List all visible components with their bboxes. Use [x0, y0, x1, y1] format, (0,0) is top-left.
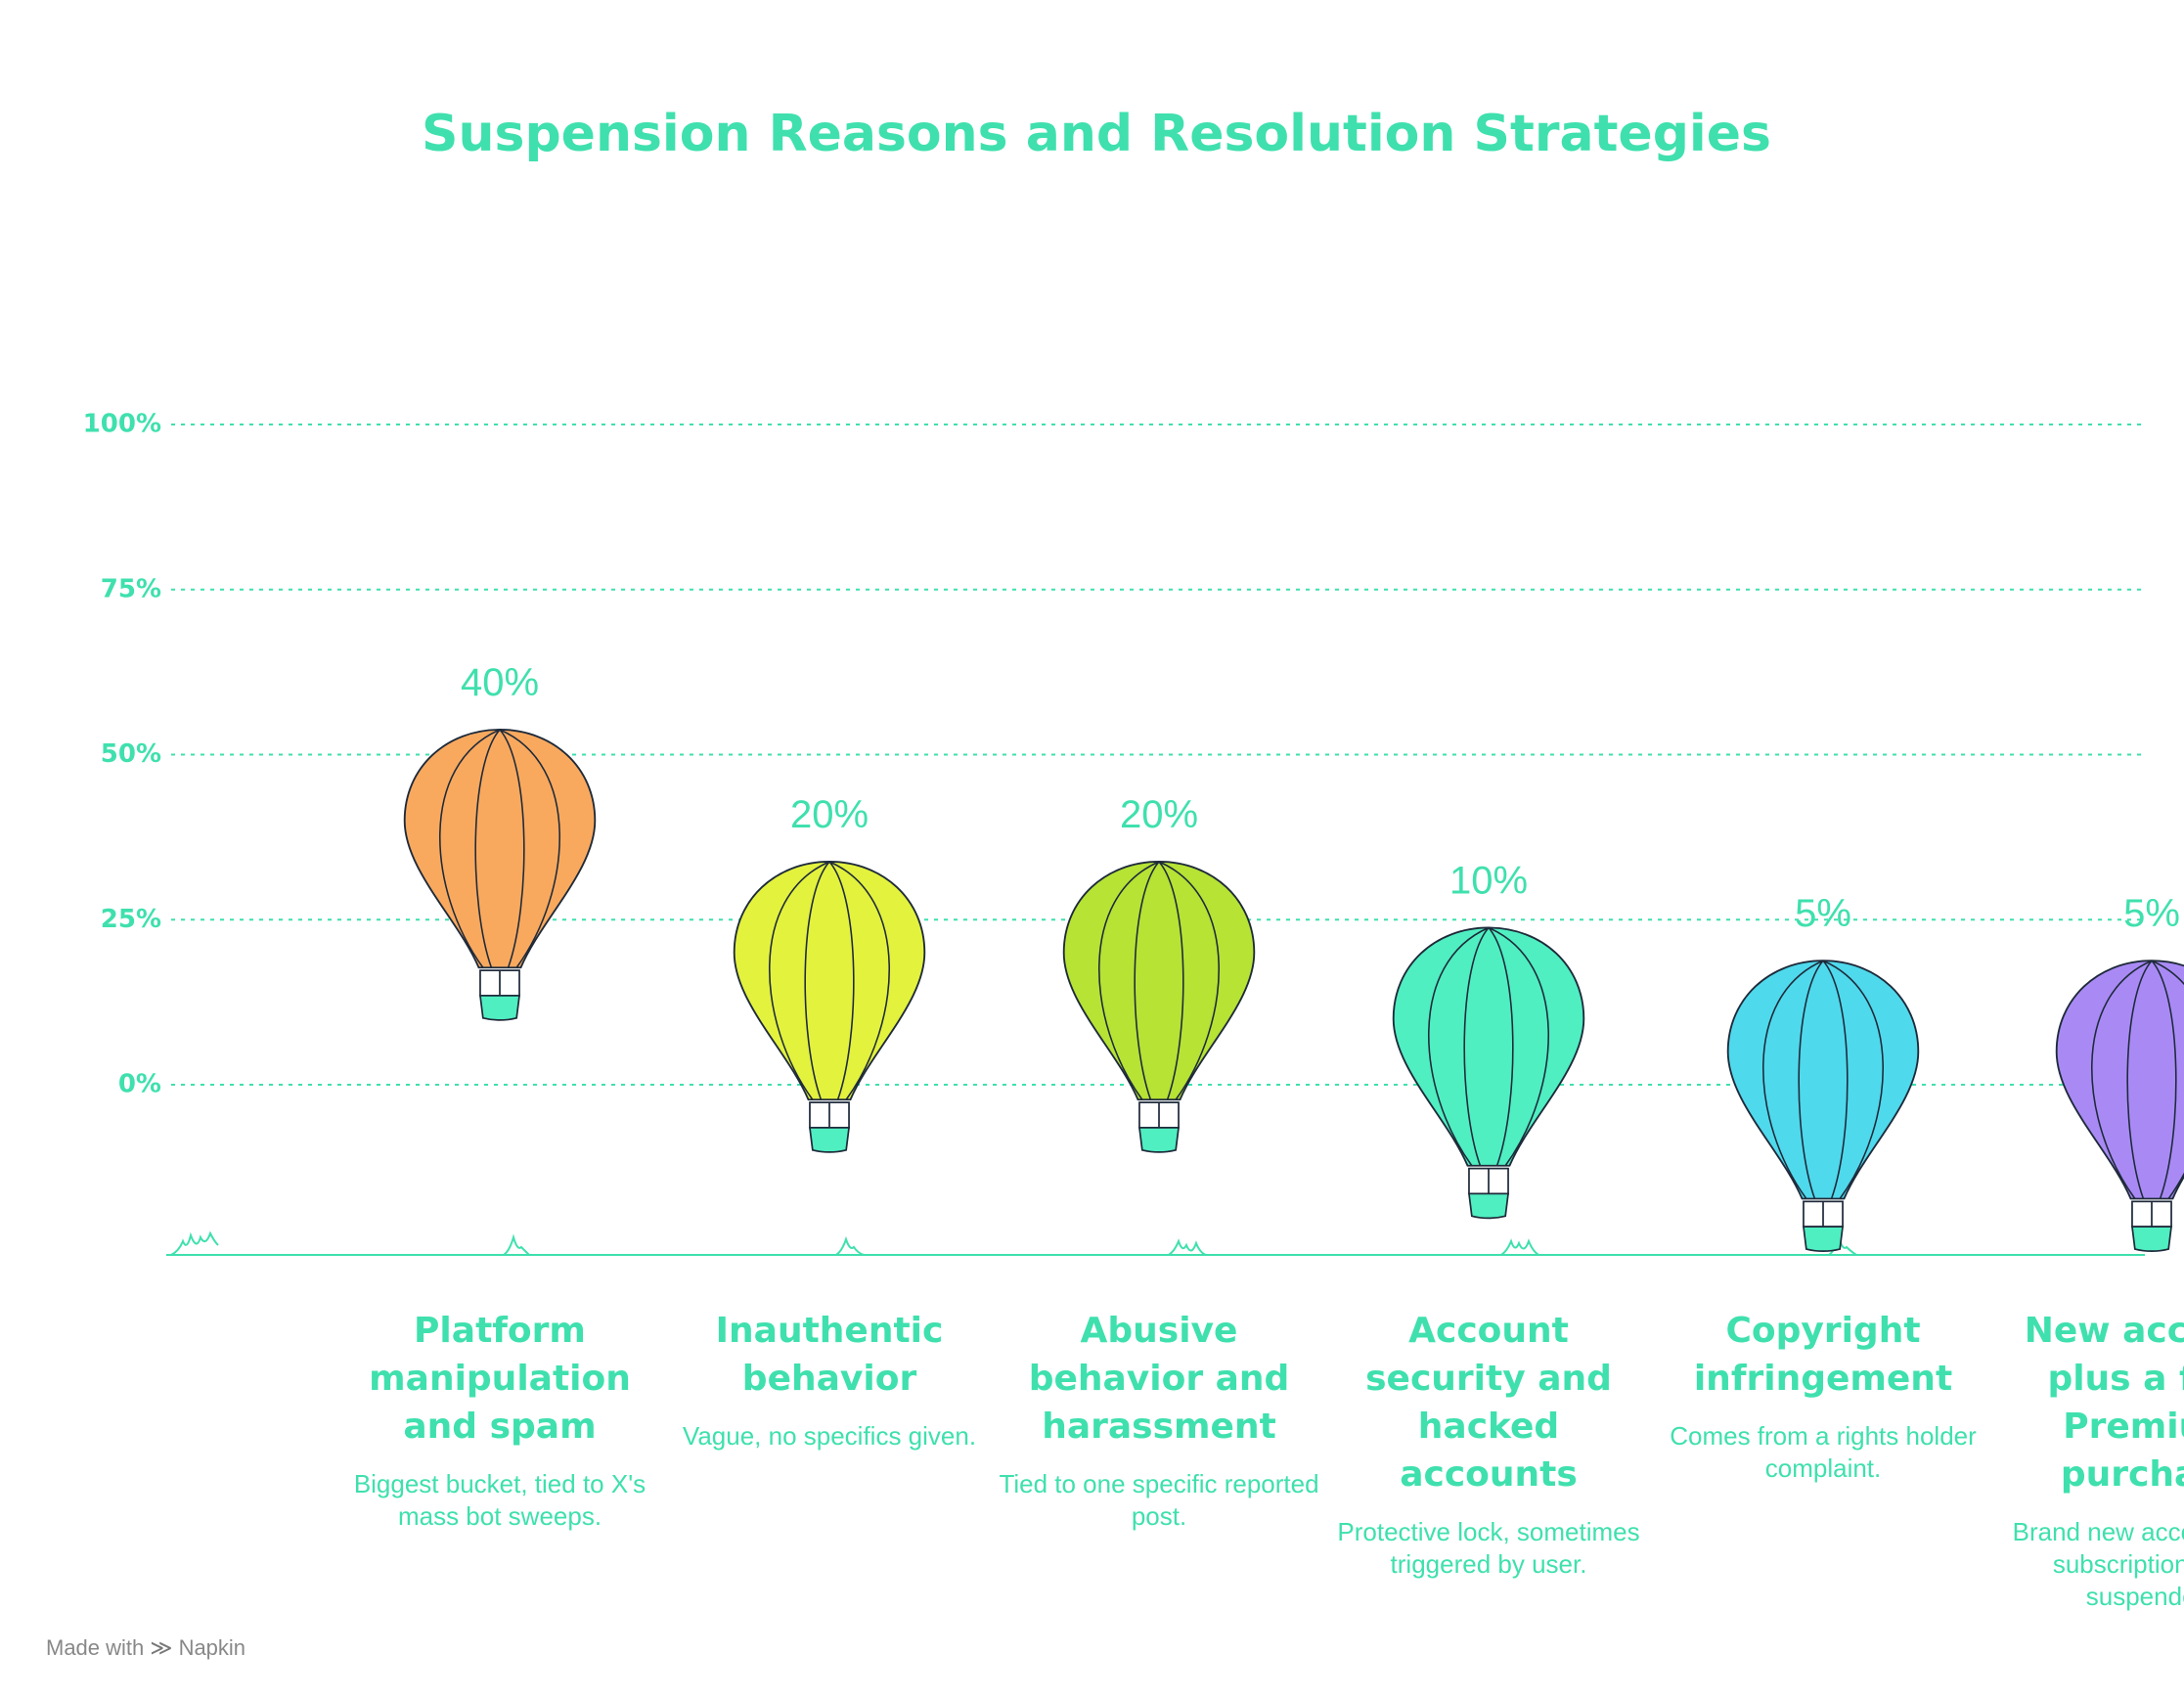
brand: Napkin	[178, 1635, 246, 1660]
footer: Made with ≫ Napkin	[46, 1635, 245, 1661]
balloon-ribs	[1098, 861, 1220, 1100]
category-block: Abusive behavior and harassment Tied to o…	[998, 1307, 1320, 1533]
category-block: New account plus a fast Premium purchase…	[1990, 1307, 2184, 1613]
balloon-envelope	[1062, 861, 1256, 1101]
value-label: 20%	[790, 793, 869, 836]
category-label: Copyright infringement	[1693, 1311, 1953, 1399]
ground	[166, 1230, 2145, 1256]
balloon-envelope	[1392, 926, 1585, 1167]
y-tick-label: 50%	[101, 739, 161, 769]
y-tick-label: 100%	[83, 410, 161, 439]
basket-bottom	[2130, 1226, 2173, 1253]
y-tick-label: 0%	[118, 1070, 161, 1099]
value-label: 10%	[1449, 859, 1528, 902]
category-description: Brand new account buys subscription, get…	[2012, 1517, 2184, 1611]
balloon	[2055, 960, 2184, 1253]
y-tick-label: 25%	[101, 905, 161, 934]
category-block: Inauthentic behavior Vague, no specifics …	[668, 1307, 991, 1452]
balloon-ribs	[2091, 960, 2184, 1199]
category-label: New account plus a fast Premium purchase	[2024, 1311, 2184, 1495]
basket-bottom	[1802, 1226, 1845, 1253]
balloon	[1062, 861, 1256, 1153]
category-label: Platform manipulation and spam	[369, 1311, 631, 1447]
category-description: Comes from a rights holder complaint.	[1670, 1421, 1977, 1483]
category-description: Biggest bucket, tied to X's mass bot swe…	[353, 1469, 646, 1531]
brand-icon: ≫	[150, 1635, 173, 1660]
basket-bottom	[1467, 1192, 1510, 1220]
category-block: Copyright infringement Comes from a right…	[1662, 1307, 1984, 1485]
balloon-envelope	[403, 729, 597, 969]
category-block: Platform manipulation and spam Biggest bu…	[338, 1307, 661, 1533]
basket-bottom	[478, 995, 521, 1021]
basket-bottom	[808, 1127, 851, 1153]
value-label: 20%	[1120, 793, 1198, 836]
category-label: Abusive behavior and harassment	[1028, 1311, 1290, 1447]
category-label: Account security and hacked accounts	[1365, 1311, 1612, 1495]
balloon-ribs	[1428, 926, 1549, 1167]
balloon-ribs	[1762, 960, 1884, 1199]
category-description: Vague, no specifics given.	[682, 1421, 977, 1451]
balloon-envelope	[1726, 960, 1920, 1200]
balloon-envelope	[2055, 960, 2184, 1200]
balloon	[733, 861, 926, 1153]
value-label: 40%	[461, 661, 539, 704]
balloon	[1726, 960, 1920, 1253]
balloon-ribs	[769, 861, 890, 1100]
chart-title: Suspension Reasons and Resolution Strate…	[422, 105, 1771, 163]
footer-text: Made with	[46, 1635, 145, 1660]
value-label: 5%	[2123, 892, 2180, 935]
balloon-envelope	[733, 861, 926, 1101]
y-tick-label: 75%	[101, 574, 161, 603]
category-description: Protective lock, sometimes triggered by …	[1337, 1517, 1640, 1579]
balloon-ribs	[439, 729, 560, 968]
basket-bottom	[1137, 1127, 1181, 1153]
value-label: 5%	[1795, 892, 1851, 935]
balloon	[1392, 926, 1585, 1220]
balloon	[403, 729, 597, 1021]
category-label: Inauthentic behavior	[715, 1311, 944, 1399]
category-block: Account security and hacked accounts Prot…	[1327, 1307, 1650, 1581]
category-description: Tied to one specific reported post.	[999, 1469, 1319, 1531]
